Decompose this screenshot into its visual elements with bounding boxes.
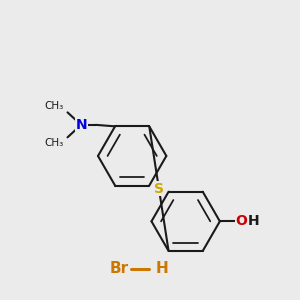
Text: S: S <box>154 182 164 196</box>
Text: N: N <box>76 118 87 132</box>
Text: CH₃: CH₃ <box>44 138 64 148</box>
Text: H: H <box>248 214 260 228</box>
Text: Br: Br <box>110 261 129 276</box>
Text: CH₃: CH₃ <box>44 101 64 112</box>
Text: H: H <box>156 261 169 276</box>
Text: O: O <box>236 214 247 228</box>
